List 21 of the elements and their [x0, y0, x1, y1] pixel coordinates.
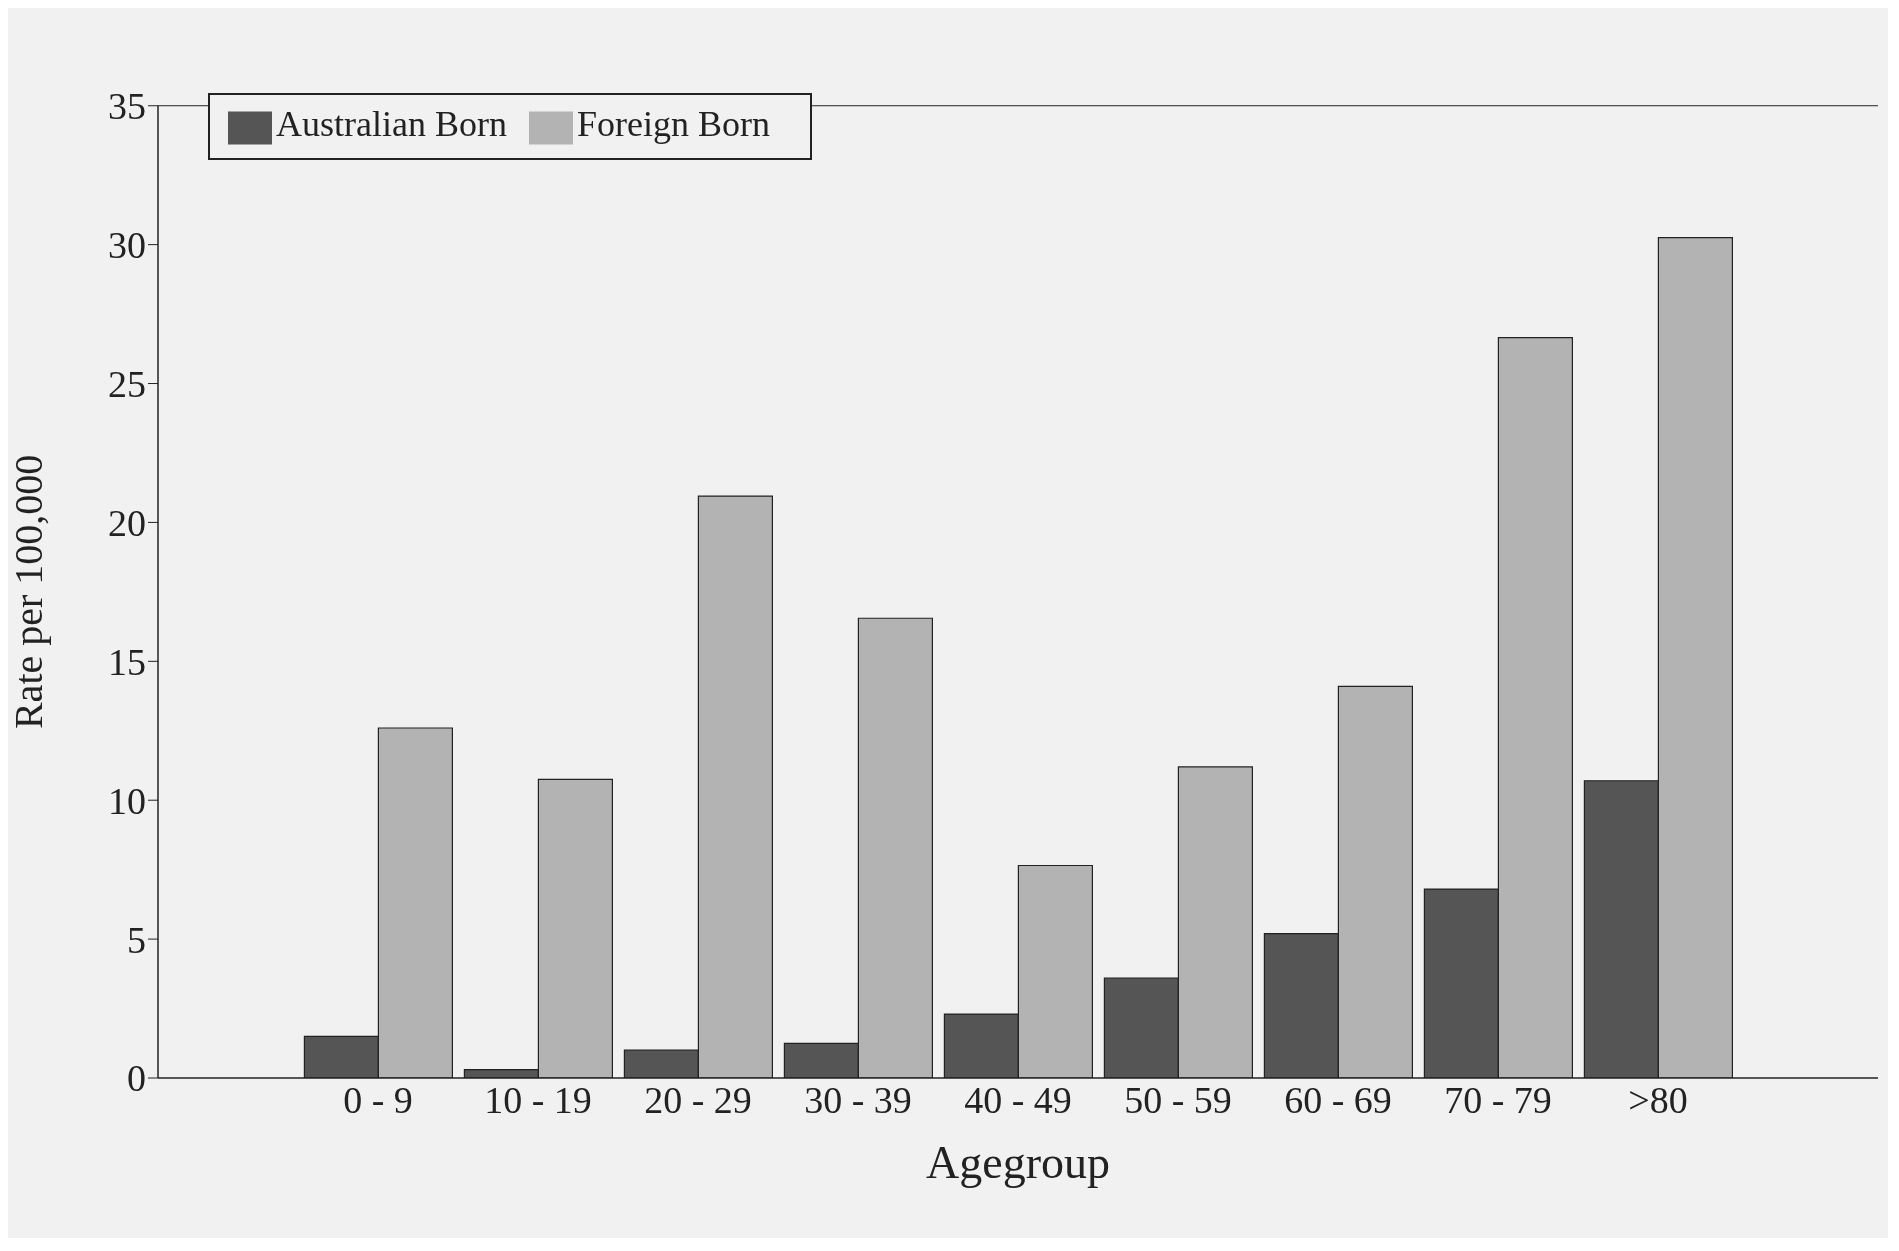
y-tick-label: 5 [127, 918, 146, 961]
legend-label: Australian Born [276, 104, 507, 144]
x-tick-label: 30 - 39 [804, 1078, 912, 1121]
y-tick-label: 25 [108, 363, 146, 406]
x-tick-label: 60 - 69 [1284, 1078, 1392, 1121]
x-tick-label: 20 - 29 [644, 1078, 752, 1121]
y-tick-label: 0 [127, 1057, 146, 1100]
y-tick-label: 30 [108, 224, 146, 267]
y-axis-title: Rate per 100,000 [6, 454, 52, 730]
x-tick-label: 10 - 19 [484, 1078, 592, 1121]
x-tick-label: 40 - 49 [964, 1078, 1072, 1121]
y-tick-label: 20 [108, 501, 146, 544]
x-tick-label: 70 - 79 [1444, 1078, 1552, 1121]
legend-label: Foreign Born [576, 104, 770, 144]
y-tick-label: 15 [108, 640, 146, 683]
x-axis-title: Agegroup [926, 1137, 1110, 1188]
x-tick-label: 0 - 9 [343, 1078, 413, 1121]
y-tick-label: 35 [108, 85, 146, 128]
y-tick-label: 10 [108, 779, 146, 822]
x-tick-label: 50 - 59 [1124, 1078, 1232, 1121]
x-tick-label: >80 [1628, 1078, 1688, 1121]
